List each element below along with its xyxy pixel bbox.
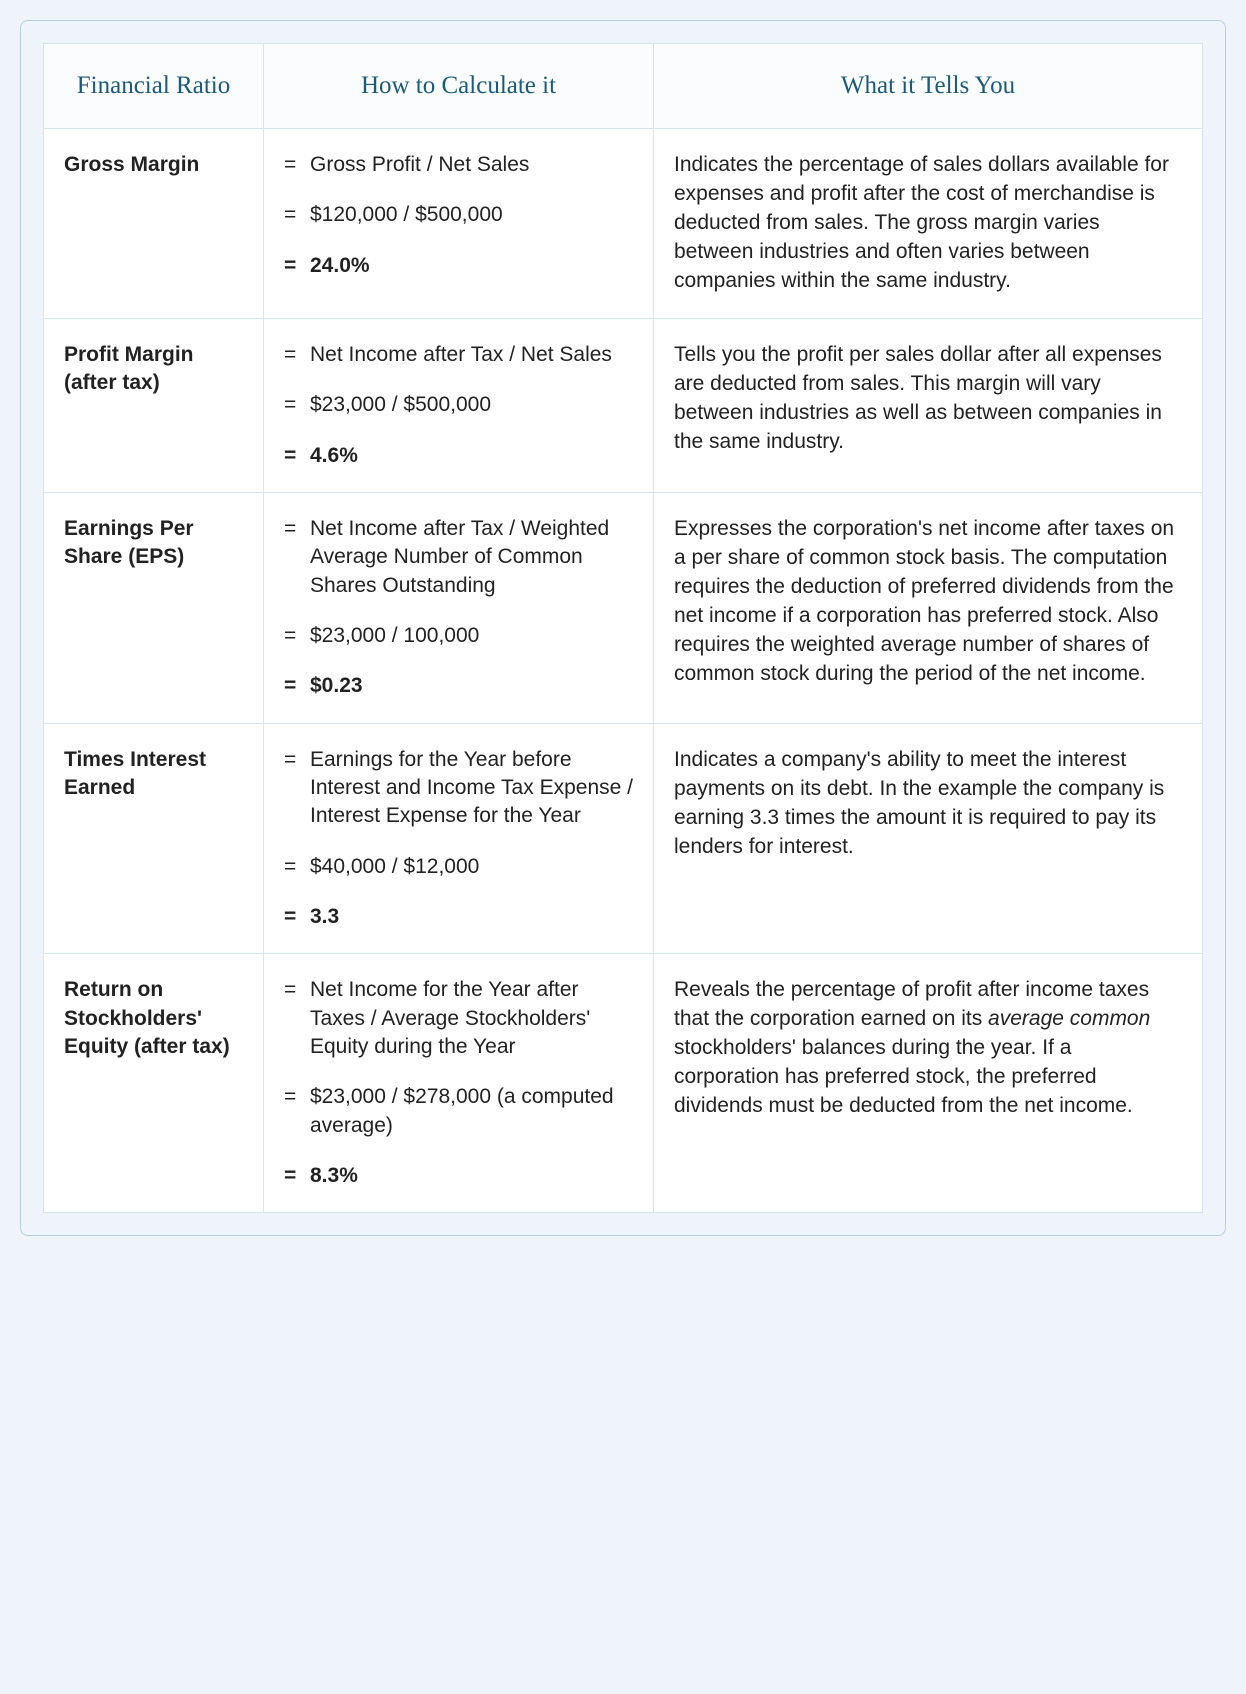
calculation-cell: =Net Income after Tax / Weight­ed Averag… <box>264 492 654 723</box>
equals-sign: = <box>284 391 310 419</box>
numbers-line: =$40,000 / $12,000 <box>284 853 633 881</box>
numbers-text: $23,000 / $278,000 (a comput­ed average) <box>310 1083 633 1140</box>
equals-sign: = <box>284 1083 310 1140</box>
equals-sign: = <box>284 1162 310 1190</box>
financial-ratios-table: Financial Ratio How to Calculate it What… <box>43 43 1203 1213</box>
formula-line: =Gross Profit / Net Sales <box>284 151 633 179</box>
formula-line: =Net Income after Tax / Net Sales <box>284 341 633 369</box>
equals-sign: = <box>284 515 310 600</box>
result-line: =8.3% <box>284 1162 633 1190</box>
formula-line: =Net Income for the Year after Taxes / A… <box>284 976 633 1061</box>
formula-text: Earnings for the Year before Interest an… <box>310 746 633 831</box>
header-ratio: Financial Ratio <box>44 44 264 129</box>
formula-line: =Net Income after Tax / Weight­ed Averag… <box>284 515 633 600</box>
explanation-cell: Expresses the corporation's net income a… <box>654 492 1203 723</box>
calculation-cell: =Net Income after Tax / Net Sales=$23,00… <box>264 318 654 492</box>
equals-sign: = <box>284 672 310 700</box>
calculation-cell: =Earnings for the Year before Interest a… <box>264 723 654 954</box>
numbers-text: $40,000 / $12,000 <box>310 853 633 881</box>
equals-sign: = <box>284 746 310 831</box>
table-row: Return on Stockholders' Equity (after ta… <box>44 954 1203 1213</box>
equals-sign: = <box>284 252 310 280</box>
table-row: Times Interest Earned=Earnings for the Y… <box>44 723 1203 954</box>
table-row: Gross Margin=Gross Profit / Net Sales=$1… <box>44 129 1203 319</box>
ratio-name-cell: Gross Margin <box>44 129 264 319</box>
header-calc: How to Calculate it <box>264 44 654 129</box>
ratio-name-cell: Profit Margin (after tax) <box>44 318 264 492</box>
numbers-line: =$23,000 / 100,000 <box>284 622 633 650</box>
ratio-name-cell: Earnings Per Share (EPS) <box>44 492 264 723</box>
result-text: 3.3 <box>310 903 633 931</box>
header-tells: What it Tells You <box>654 44 1203 129</box>
equals-sign: = <box>284 341 310 369</box>
equals-sign: = <box>284 976 310 1061</box>
numbers-line: =$23,000 / $278,000 (a comput­ed average… <box>284 1083 633 1140</box>
explanation-cell: Indicates the percentage of sales dollar… <box>654 129 1203 319</box>
result-line: =4.6% <box>284 442 633 470</box>
calculation-cell: =Gross Profit / Net Sales=$120,000 / $50… <box>264 129 654 319</box>
ratio-name-cell: Times Interest Earned <box>44 723 264 954</box>
result-line: =3.3 <box>284 903 633 931</box>
result-text: 24.0% <box>310 252 633 280</box>
equals-sign: = <box>284 201 310 229</box>
explanation-cell: Reveals the percentage of profit after i… <box>654 954 1203 1213</box>
numbers-line: =$23,000 / $500,000 <box>284 391 633 419</box>
equals-sign: = <box>284 903 310 931</box>
explanation-cell: Tells you the profit per sales dollar af… <box>654 318 1203 492</box>
calculation-cell: =Net Income for the Year after Taxes / A… <box>264 954 654 1213</box>
ratio-name-cell: Return on Stockholders' Equity (after ta… <box>44 954 264 1213</box>
equals-sign: = <box>284 853 310 881</box>
numbers-text: $23,000 / $500,000 <box>310 391 633 419</box>
result-text: 4.6% <box>310 442 633 470</box>
equals-sign: = <box>284 622 310 650</box>
table-row: Earnings Per Share (EPS)=Net Income afte… <box>44 492 1203 723</box>
explanation-cell: Indicates a company's ability to meet th… <box>654 723 1203 954</box>
table-row: Profit Margin (after tax)=Net Income aft… <box>44 318 1203 492</box>
numbers-text: $23,000 / 100,000 <box>310 622 633 650</box>
table-container: Financial Ratio How to Calculate it What… <box>20 20 1226 1236</box>
table-body: Gross Margin=Gross Profit / Net Sales=$1… <box>44 129 1203 1213</box>
formula-line: =Earnings for the Year before Interest a… <box>284 746 633 831</box>
result-text: 8.3% <box>310 1162 633 1190</box>
equals-sign: = <box>284 442 310 470</box>
formula-text: Net Income after Tax / Weight­ed Average… <box>310 515 633 600</box>
result-text: $0.23 <box>310 672 633 700</box>
equals-sign: = <box>284 151 310 179</box>
table-header-row: Financial Ratio How to Calculate it What… <box>44 44 1203 129</box>
result-line: =$0.23 <box>284 672 633 700</box>
result-line: =24.0% <box>284 252 633 280</box>
formula-text: Net Income for the Year after Taxes / Av… <box>310 976 633 1061</box>
numbers-line: =$120,000 / $500,000 <box>284 201 633 229</box>
formula-text: Gross Profit / Net Sales <box>310 151 633 179</box>
formula-text: Net Income after Tax / Net Sales <box>310 341 633 369</box>
numbers-text: $120,000 / $500,000 <box>310 201 633 229</box>
